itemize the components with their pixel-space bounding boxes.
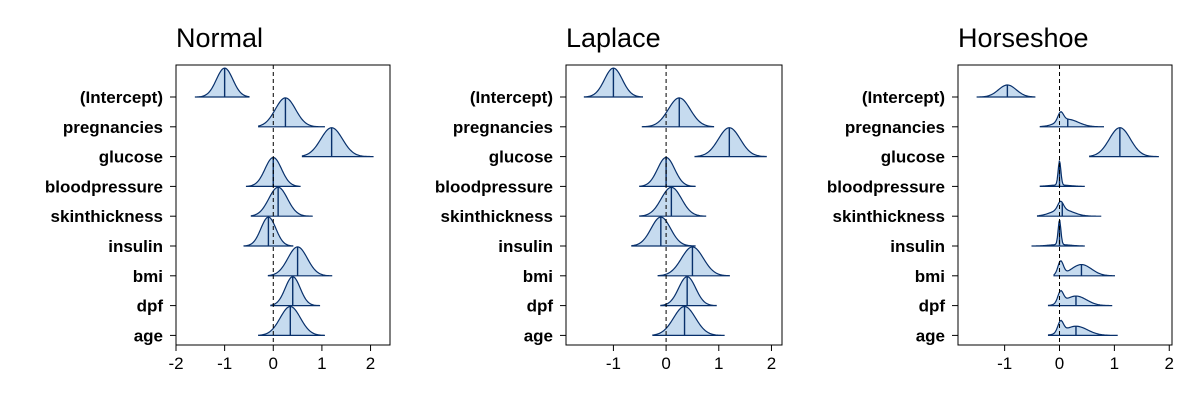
ridge-dpf bbox=[270, 276, 321, 307]
category-label: (Intercept) bbox=[470, 88, 553, 107]
category-label: age bbox=[524, 326, 553, 345]
ridge-glucose bbox=[1089, 127, 1159, 158]
plot-frame bbox=[565, 64, 783, 346]
x-tick-label: 0 bbox=[661, 354, 670, 373]
ridge-bmi bbox=[267, 246, 333, 277]
category-label: skinthickness bbox=[441, 207, 553, 226]
category-label: glucose bbox=[99, 148, 163, 167]
ridge-intercept bbox=[976, 84, 1036, 98]
x-tick-label: 1 bbox=[714, 354, 723, 373]
ridge-glucose bbox=[301, 127, 374, 158]
category-label: dpf bbox=[137, 297, 164, 316]
category-label: (Intercept) bbox=[80, 88, 163, 107]
ridge-glucose bbox=[694, 127, 767, 158]
panel-horseshoe: Horseshoe (Intercept) pregnancies glucose bl… bbox=[827, 23, 1174, 373]
category-label: bmi bbox=[523, 267, 553, 286]
panel-laplace: Laplace (Intercept) pregnancies glucose bloo… bbox=[435, 23, 783, 373]
category-label: pregnancies bbox=[453, 118, 553, 137]
category-label: dpf bbox=[919, 297, 946, 316]
category-label: age bbox=[134, 326, 163, 345]
category-label: skinthickness bbox=[51, 207, 163, 226]
ridge-intercept bbox=[194, 67, 250, 98]
category-label: insulin bbox=[108, 237, 163, 256]
category-label: glucose bbox=[489, 148, 553, 167]
x-tick-label: 1 bbox=[1110, 354, 1119, 373]
x-tick-label: -2 bbox=[168, 354, 183, 373]
plot-frame bbox=[957, 64, 1173, 346]
ridge-bloodpressure bbox=[639, 156, 696, 187]
category-label: pregnancies bbox=[63, 118, 163, 137]
plot-frame bbox=[175, 64, 391, 346]
x-tick-label: 1 bbox=[317, 354, 326, 373]
panel-title: Normal bbox=[176, 23, 263, 53]
ridge-pregnancies bbox=[1039, 111, 1105, 128]
ridge-skinthickness bbox=[639, 186, 707, 217]
category-label: insulin bbox=[890, 237, 945, 256]
category-label: insulin bbox=[498, 237, 553, 256]
ridge-age bbox=[652, 305, 725, 336]
ridge-bmi bbox=[657, 246, 730, 277]
category-label: bloodpressure bbox=[435, 177, 553, 196]
ridge-insulin bbox=[1031, 219, 1085, 247]
x-tick-label: 2 bbox=[767, 354, 776, 373]
x-tick-label: 2 bbox=[366, 354, 375, 373]
category-label: bmi bbox=[133, 267, 163, 286]
category-label: pregnancies bbox=[845, 118, 945, 137]
ridge-dpf bbox=[660, 276, 717, 307]
x-tick-label: 0 bbox=[1055, 354, 1064, 373]
category-label: bloodpressure bbox=[45, 177, 163, 196]
panel-normal: Normal (Intercept) pregnancies glucose blood… bbox=[45, 23, 391, 373]
category-label: bloodpressure bbox=[827, 177, 945, 196]
ridge-pregnancies bbox=[258, 97, 325, 128]
ridge-age bbox=[258, 305, 325, 336]
ridge-pregnancies bbox=[641, 97, 715, 128]
ridge-bloodpressure bbox=[1039, 159, 1085, 187]
ridge-insulin bbox=[631, 216, 696, 247]
category-label: bmi bbox=[915, 267, 945, 286]
ridge-dpf bbox=[1047, 289, 1113, 307]
ridge-skinthickness bbox=[250, 186, 313, 217]
panel-title: Laplace bbox=[566, 23, 661, 53]
category-label: (Intercept) bbox=[862, 88, 945, 107]
category-label: skinthickness bbox=[833, 207, 945, 226]
x-tick-label: -1 bbox=[606, 354, 621, 373]
category-label: dpf bbox=[527, 297, 554, 316]
x-tick-label: 0 bbox=[269, 354, 278, 373]
panel-title: Horseshoe bbox=[958, 23, 1089, 53]
x-tick-label: -1 bbox=[997, 354, 1012, 373]
x-tick-label: 2 bbox=[1165, 354, 1174, 373]
category-label: age bbox=[916, 326, 945, 345]
x-tick-label: -1 bbox=[217, 354, 232, 373]
category-label: glucose bbox=[881, 148, 945, 167]
ridge-age bbox=[1047, 319, 1118, 336]
ridge-bmi bbox=[1053, 260, 1115, 277]
ridge-skinthickness bbox=[1036, 200, 1102, 217]
